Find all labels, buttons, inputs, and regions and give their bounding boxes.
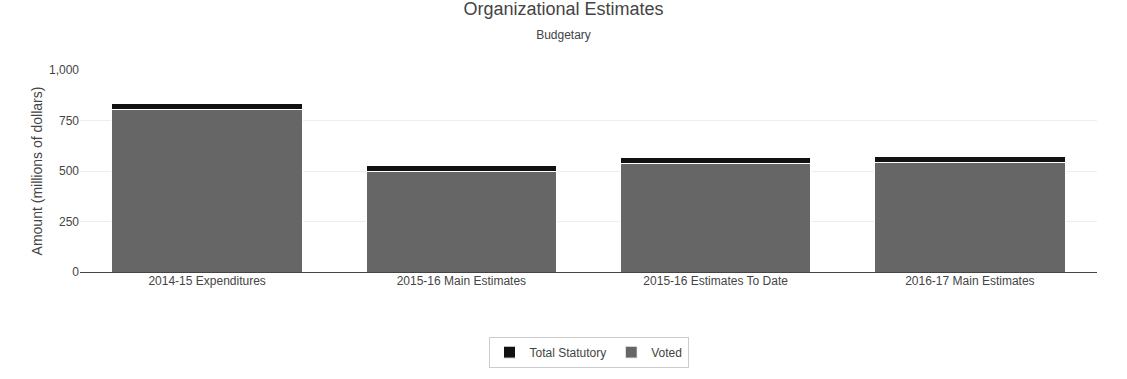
svg-text:250: 250 xyxy=(59,215,79,229)
svg-text:2015-16 Estimates To Date: 2015-16 Estimates To Date xyxy=(643,274,788,288)
svg-text:2014-15 Expenditures: 2014-15 Expenditures xyxy=(148,274,265,288)
svg-text:1,000: 1,000 xyxy=(49,63,79,77)
svg-text:750: 750 xyxy=(59,114,79,128)
svg-text:Organizational EstimatesBudget: Organizational EstimatesBudgetary xyxy=(463,0,663,42)
svg-text:2015-16 Main Estimates: 2015-16 Main Estimates xyxy=(397,274,526,288)
svg-text:2016-17 Main Estimates: 2016-17 Main Estimates xyxy=(905,274,1034,288)
svg-text:Amount (millions of dollars): Amount (millions of dollars) xyxy=(29,87,45,256)
svg-text:Voted: Voted xyxy=(651,346,682,360)
svg-text:0: 0 xyxy=(72,265,79,279)
svg-text:Total Statutory: Total Statutory xyxy=(530,346,607,360)
svg-text:500: 500 xyxy=(59,164,79,178)
